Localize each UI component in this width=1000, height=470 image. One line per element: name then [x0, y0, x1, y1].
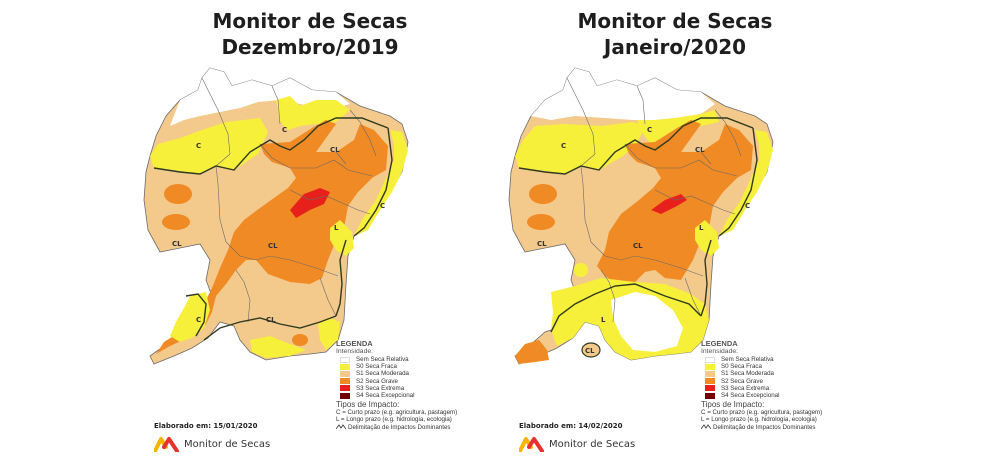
legend-intensity-label: Intensidade: — [336, 348, 374, 355]
impact-label: L — [699, 224, 704, 232]
swatch-s0 — [705, 363, 715, 370]
elaborated-date: Elaborado em: 15/01/2020 — [154, 422, 258, 430]
drought-map: C C CL CL CL L C C CL — [143, 67, 409, 365]
map-panel-janeiro-2020: Monitor de Secas Janeiro/2020 — [505, 0, 925, 470]
legend-item-s3: S3 Seca Extrema — [336, 385, 476, 392]
legend-item-s3: S3 Seca Extrema — [701, 385, 841, 392]
swatch-s3 — [340, 385, 350, 392]
legend-intensity-label: Intensidade: — [701, 348, 739, 355]
impact-label: C — [282, 126, 287, 134]
legend-item-s4: S4 Seca Excepcional — [336, 392, 476, 399]
legend-impact-short: C = Curto prazo (e.g. agricultura, pasta… — [701, 409, 823, 417]
monitor-de-secas-logo: Monitor de Secas — [154, 436, 270, 452]
map-title: Monitor de Secas Dezembro/2019 — [140, 8, 480, 60]
impact-label: CL — [266, 316, 276, 324]
impact-label: C — [196, 316, 201, 324]
legend-impact-label: Tipos de Impacto: — [336, 400, 400, 410]
drought-map: C C CL CL CL L C L CL — [508, 67, 774, 365]
impact-label: C — [380, 202, 385, 210]
impact-label: CL — [585, 347, 595, 355]
swatch-s1 — [705, 370, 715, 377]
wave-line-icon — [336, 424, 346, 430]
legend-item-s1: S1 Seca Moderada — [701, 370, 841, 377]
legend-impact-line: Delimitação de Impactos Dominantes — [701, 424, 841, 431]
legend-item-s2: S2 Seca Grave — [701, 378, 841, 385]
logo-text: Monitor de Secas — [184, 438, 271, 450]
title-line-1: Monitor de Secas — [212, 9, 408, 33]
impact-label: CL — [268, 242, 278, 250]
logo-m-icon — [519, 437, 544, 452]
logo-text: Monitor de Secas — [549, 438, 636, 450]
swatch-none — [340, 356, 350, 363]
impact-label: C — [745, 202, 750, 210]
legend-item-s2: S2 Seca Grave — [336, 378, 476, 385]
title-line-1: Monitor de Secas — [577, 9, 773, 33]
swatch-s4 — [705, 392, 715, 399]
impact-label: C — [196, 142, 201, 150]
legend-item-s0: S0 Seca Fraca — [701, 363, 841, 370]
legend-impact-long: L = Longo prazo (e.g. hidrologia, ecolog… — [336, 416, 452, 424]
map-legend: LEGENDA Intensidade: Sem Seca Relativa S… — [701, 340, 841, 431]
swatch-s1 — [340, 370, 350, 377]
elaborated-date: Elaborado em: 14/02/2020 — [519, 422, 623, 430]
monitor-de-secas-logo: Monitor de Secas — [519, 436, 635, 452]
legend-impact-long: L = Longo prazo (e.g. hidrologia, ecolog… — [701, 416, 817, 424]
swatch-s2 — [705, 378, 715, 385]
legend-impact-short: C = Curto prazo (e.g. agricultura, pasta… — [336, 409, 458, 417]
impact-label: L — [601, 316, 606, 324]
swatch-s4 — [340, 392, 350, 399]
map-panel-dezembro-2019: Monitor de Secas Dezembro/2019 — [140, 0, 560, 470]
impact-label: CL — [330, 146, 340, 154]
title-line-2: Janeiro/2020 — [603, 35, 747, 59]
legend-item-none: Sem Seca Relativa — [701, 356, 841, 363]
legend-item-s0: S0 Seca Fraca — [336, 363, 476, 370]
legend-heading: LEGENDA — [701, 339, 738, 348]
impact-label: CL — [172, 240, 182, 248]
wave-line-icon — [701, 424, 711, 430]
swatch-s2 — [340, 378, 350, 385]
impact-label: CL — [633, 242, 643, 250]
impact-label: C — [647, 126, 652, 134]
legend-impact-label: Tipos de Impacto: — [701, 400, 765, 410]
swatch-none — [705, 356, 715, 363]
map-legend: LEGENDA Intensidade: Sem Seca Relativa S… — [336, 340, 476, 431]
title-line-2: Dezembro/2019 — [221, 35, 399, 59]
legend-impact-line: Delimitação de Impactos Dominantes — [336, 424, 476, 431]
impact-label: CL — [695, 146, 705, 154]
impact-label: CL — [537, 240, 547, 248]
legend-heading: LEGENDA — [336, 339, 373, 348]
map-title: Monitor de Secas Janeiro/2020 — [505, 8, 845, 60]
impact-label: L — [334, 224, 339, 232]
logo-m-icon — [154, 437, 179, 452]
legend-item-s1: S1 Seca Moderada — [336, 370, 476, 377]
swatch-s0 — [340, 363, 350, 370]
swatch-s3 — [705, 385, 715, 392]
impact-label: C — [561, 142, 566, 150]
legend-item-s4: S4 Seca Excepcional — [701, 392, 841, 399]
legend-item-none: Sem Seca Relativa — [336, 356, 476, 363]
